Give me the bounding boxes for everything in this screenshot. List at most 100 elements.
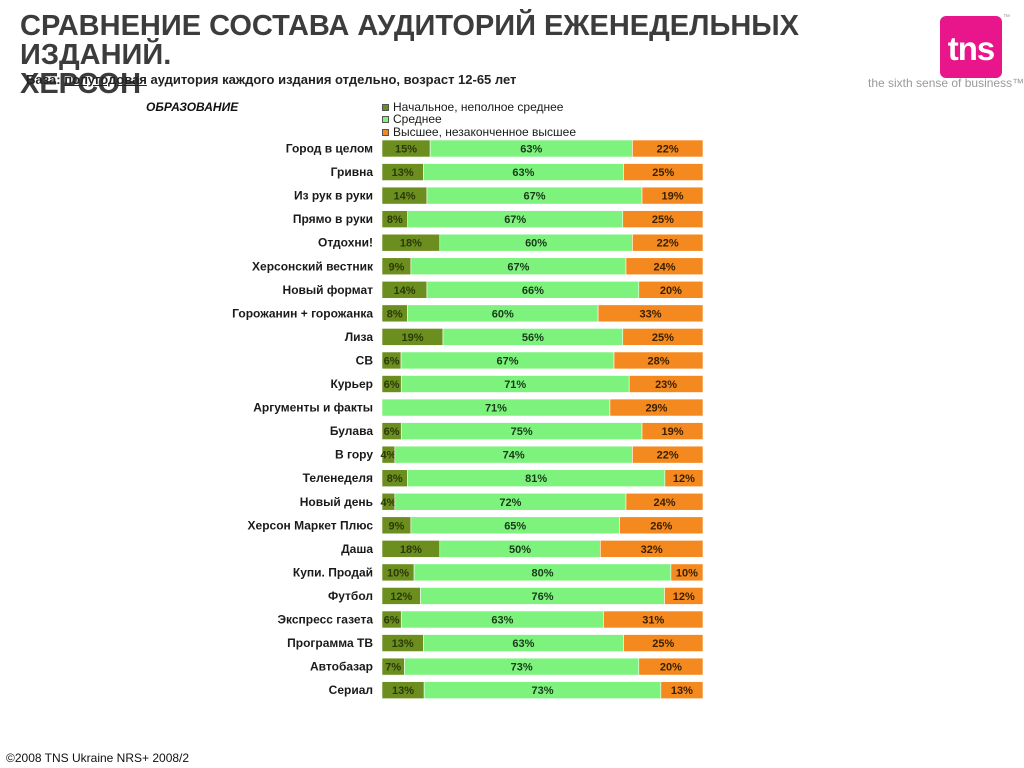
category-label: Город в целом — [286, 142, 373, 156]
category-label: Футбол — [328, 589, 373, 603]
data-label: 74% — [503, 450, 525, 462]
legend-item-secondary: Среднее — [382, 113, 576, 127]
category-label: Отдохни! — [318, 236, 373, 250]
data-label: 66% — [522, 285, 544, 297]
data-label: 8% — [387, 473, 403, 485]
legend-swatch-primary — [382, 103, 389, 111]
data-label: 24% — [653, 261, 675, 273]
data-label: 6% — [384, 426, 400, 438]
tns-logo: tns — [940, 16, 1002, 78]
data-label: 60% — [525, 238, 547, 250]
bar-segment — [622, 328, 704, 346]
category-label: Программа ТВ — [287, 636, 373, 650]
category-label: Горожанин + горожанка — [232, 306, 373, 320]
category-label: СВ — [356, 353, 374, 367]
data-label: 20% — [660, 662, 682, 674]
data-label: 13% — [392, 638, 414, 650]
data-label: 23% — [655, 379, 677, 391]
category-label: Новый формат — [283, 283, 374, 297]
data-label: 25% — [652, 167, 674, 179]
data-label: 24% — [653, 497, 675, 509]
brand-tagline: the sixth sense of business™ — [868, 76, 1024, 90]
bar-segment — [670, 563, 704, 582]
bar-segment — [619, 516, 704, 535]
data-label: 10% — [676, 567, 698, 579]
data-label: 12% — [390, 591, 412, 603]
category-label: Булава — [330, 424, 373, 438]
base-prefix: База: — [26, 72, 61, 87]
data-label: 63% — [520, 144, 542, 156]
bar-segment — [664, 469, 704, 488]
section-title: ОБРАЗОВАНИЕ — [146, 100, 239, 114]
data-label: 13% — [392, 167, 414, 179]
bar-segment — [625, 257, 704, 276]
legend-item-primary: Начальное, неполное среднее — [382, 99, 576, 114]
data-label: 6% — [384, 379, 400, 391]
title-line-1: СРАВНЕНИЕ СОСТАВА АУДИТОРИЙ ЕЖЕНЕДЕЛЬНЫХ… — [20, 10, 800, 71]
data-label: 6% — [384, 615, 400, 627]
data-label: 7% — [385, 662, 401, 674]
data-label: 56% — [522, 332, 544, 344]
logo-text: tns — [947, 30, 995, 67]
legend-item-higher: Высшее, незаконченное высшее — [382, 124, 577, 139]
chart-legend: Начальное, неполное среднее Среднее Высш… — [382, 99, 577, 139]
category-label: Аргументы и факты — [253, 401, 373, 415]
data-label: 63% — [512, 167, 534, 179]
legend-label-higher: Высшее, незаконченное высшее — [393, 124, 577, 139]
data-label: 73% — [511, 662, 533, 674]
category-label: Автобазар — [310, 660, 373, 674]
category-label: Сериал — [329, 683, 373, 697]
data-label: 14% — [393, 285, 415, 297]
data-label: 6% — [384, 355, 400, 367]
data-label: 32% — [641, 544, 663, 556]
category-label: Теленеделя — [303, 471, 373, 485]
page-title: СРАВНЕНИЕ СОСТАВА АУДИТОРИЙ ЕЖЕНЕДЕЛЬНЫХ… — [20, 12, 950, 99]
bar-segment — [641, 422, 704, 440]
data-label: 25% — [652, 638, 674, 650]
data-label: 50% — [509, 544, 531, 556]
bar-segment — [632, 445, 704, 464]
data-label: 60% — [492, 308, 514, 320]
data-label: 71% — [485, 403, 507, 415]
data-label: 72% — [499, 497, 521, 509]
data-label: 80% — [531, 567, 553, 579]
bar-segment — [597, 304, 704, 323]
data-label: 4% — [380, 497, 396, 509]
data-label: 9% — [388, 261, 404, 273]
data-label: 31% — [642, 615, 664, 627]
data-label: 18% — [400, 238, 422, 250]
bar-segment — [638, 657, 704, 676]
data-label: 22% — [657, 144, 679, 156]
data-label: 22% — [657, 450, 679, 462]
base-rest: аудитория каждого издания отдельно, возр… — [150, 72, 517, 87]
data-label: 19% — [401, 332, 423, 344]
data-label: 22% — [657, 238, 679, 250]
data-label: 25% — [652, 214, 674, 226]
bar-segment — [599, 540, 704, 558]
data-label: 63% — [491, 615, 513, 627]
data-label: 67% — [507, 261, 529, 273]
bar-segment — [641, 186, 704, 205]
category-label: Херсонский вестник — [252, 259, 374, 273]
data-label: 4% — [380, 450, 396, 462]
bar-segment — [628, 375, 704, 393]
bar-segment — [638, 280, 704, 299]
data-label: 67% — [504, 214, 526, 226]
base-description: База: полугодовая аудитория каждого изда… — [26, 72, 516, 87]
data-label: 10% — [387, 567, 409, 579]
data-label: 33% — [640, 308, 662, 320]
footer-copyright: ©2008 TNS Ukraine NRS+ 2008/2 — [6, 751, 190, 765]
data-label: 8% — [387, 308, 403, 320]
category-label: В гору — [335, 448, 373, 462]
bar-segment — [632, 139, 704, 158]
bar-segment — [613, 351, 704, 370]
data-label: 15% — [395, 144, 417, 156]
data-label: 28% — [647, 355, 669, 367]
bar-segment — [609, 398, 704, 417]
bar-segment — [622, 210, 704, 228]
data-label: 75% — [511, 426, 533, 438]
data-label: 76% — [531, 591, 553, 603]
legend-label-primary: Начальное, неполное среднее — [393, 99, 564, 114]
data-label: 19% — [661, 191, 683, 203]
data-label: 26% — [650, 520, 672, 532]
